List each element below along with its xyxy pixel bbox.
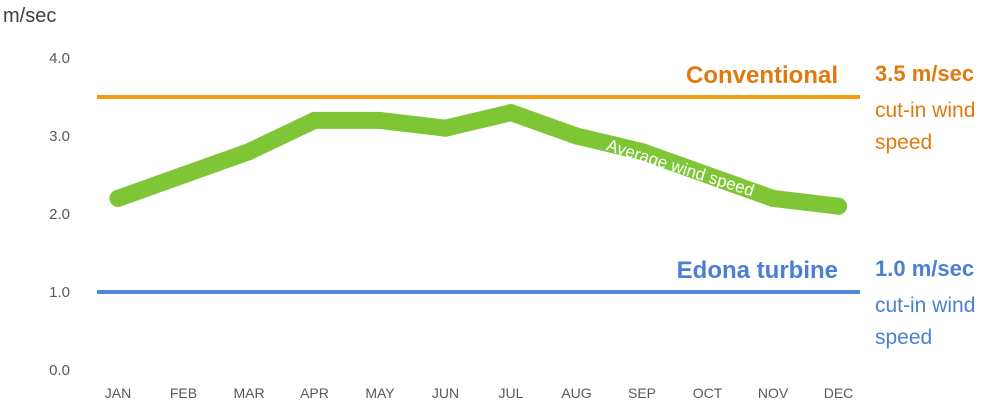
reference-line-name: Edona turbine: [677, 257, 838, 284]
reference-line-note: speed: [875, 131, 932, 154]
data-point: [568, 127, 585, 145]
x-tick-labels: JAN FEB MAR APR MAY JUN JUL AUG SEP OCT NOV DEC: [105, 385, 854, 401]
y-tick-label: 4.0: [49, 50, 70, 67]
reference-line-note: cut-in wind: [875, 294, 975, 317]
x-tick-label: SEP: [628, 385, 656, 401]
data-point: [306, 111, 323, 129]
data-point: [830, 197, 847, 215]
x-tick-label: OCT: [693, 385, 723, 401]
data-point: [437, 119, 454, 137]
y-tick-label: 3.0: [49, 128, 70, 145]
reference-line-note: speed: [875, 326, 932, 349]
reference-line-name: Conventional: [686, 62, 838, 89]
x-tick-label: NOV: [758, 385, 789, 401]
reference-line-note: cut-in wind: [875, 99, 975, 122]
reference-labels: Conventional 3.5 m/sec cut-in wind speed Edo…: [677, 61, 976, 349]
data-point: [764, 189, 782, 207]
x-tick-label: MAY: [365, 385, 395, 401]
y-tick-label: 0.0: [49, 362, 70, 379]
reference-line-value: 3.5 m/sec: [875, 61, 974, 86]
x-tick-label: JUN: [432, 385, 459, 401]
x-tick-label: DEC: [824, 385, 854, 401]
y-tick-label: 1.0: [49, 284, 70, 301]
x-tick-label: JAN: [105, 385, 131, 401]
y-tick-labels: 0.0 1.0 2.0 3.0 4.0: [49, 50, 70, 379]
y-tick-label: 2.0: [49, 206, 70, 223]
series-lines: Average wind speed: [109, 104, 847, 215]
x-tick-label: APR: [300, 385, 329, 401]
x-tick-label: MAR: [233, 385, 264, 401]
data-point: [109, 189, 127, 207]
x-tick-label: FEB: [170, 385, 197, 401]
data-point: [502, 104, 520, 122]
reference-line-value: 1.0 m/sec: [875, 256, 974, 281]
data-point: [699, 166, 716, 184]
reference-lines: [97, 95, 860, 294]
data-point: [371, 111, 389, 129]
series-label: Average wind speed: [604, 136, 756, 201]
y-axis-label: m/sec: [3, 5, 56, 27]
x-tick-label: JUL: [499, 385, 524, 401]
data-point: [240, 143, 258, 161]
x-tick-label: AUG: [561, 385, 591, 401]
series-line: [109, 104, 847, 215]
data-point: [175, 166, 192, 184]
data-point: [633, 143, 651, 161]
